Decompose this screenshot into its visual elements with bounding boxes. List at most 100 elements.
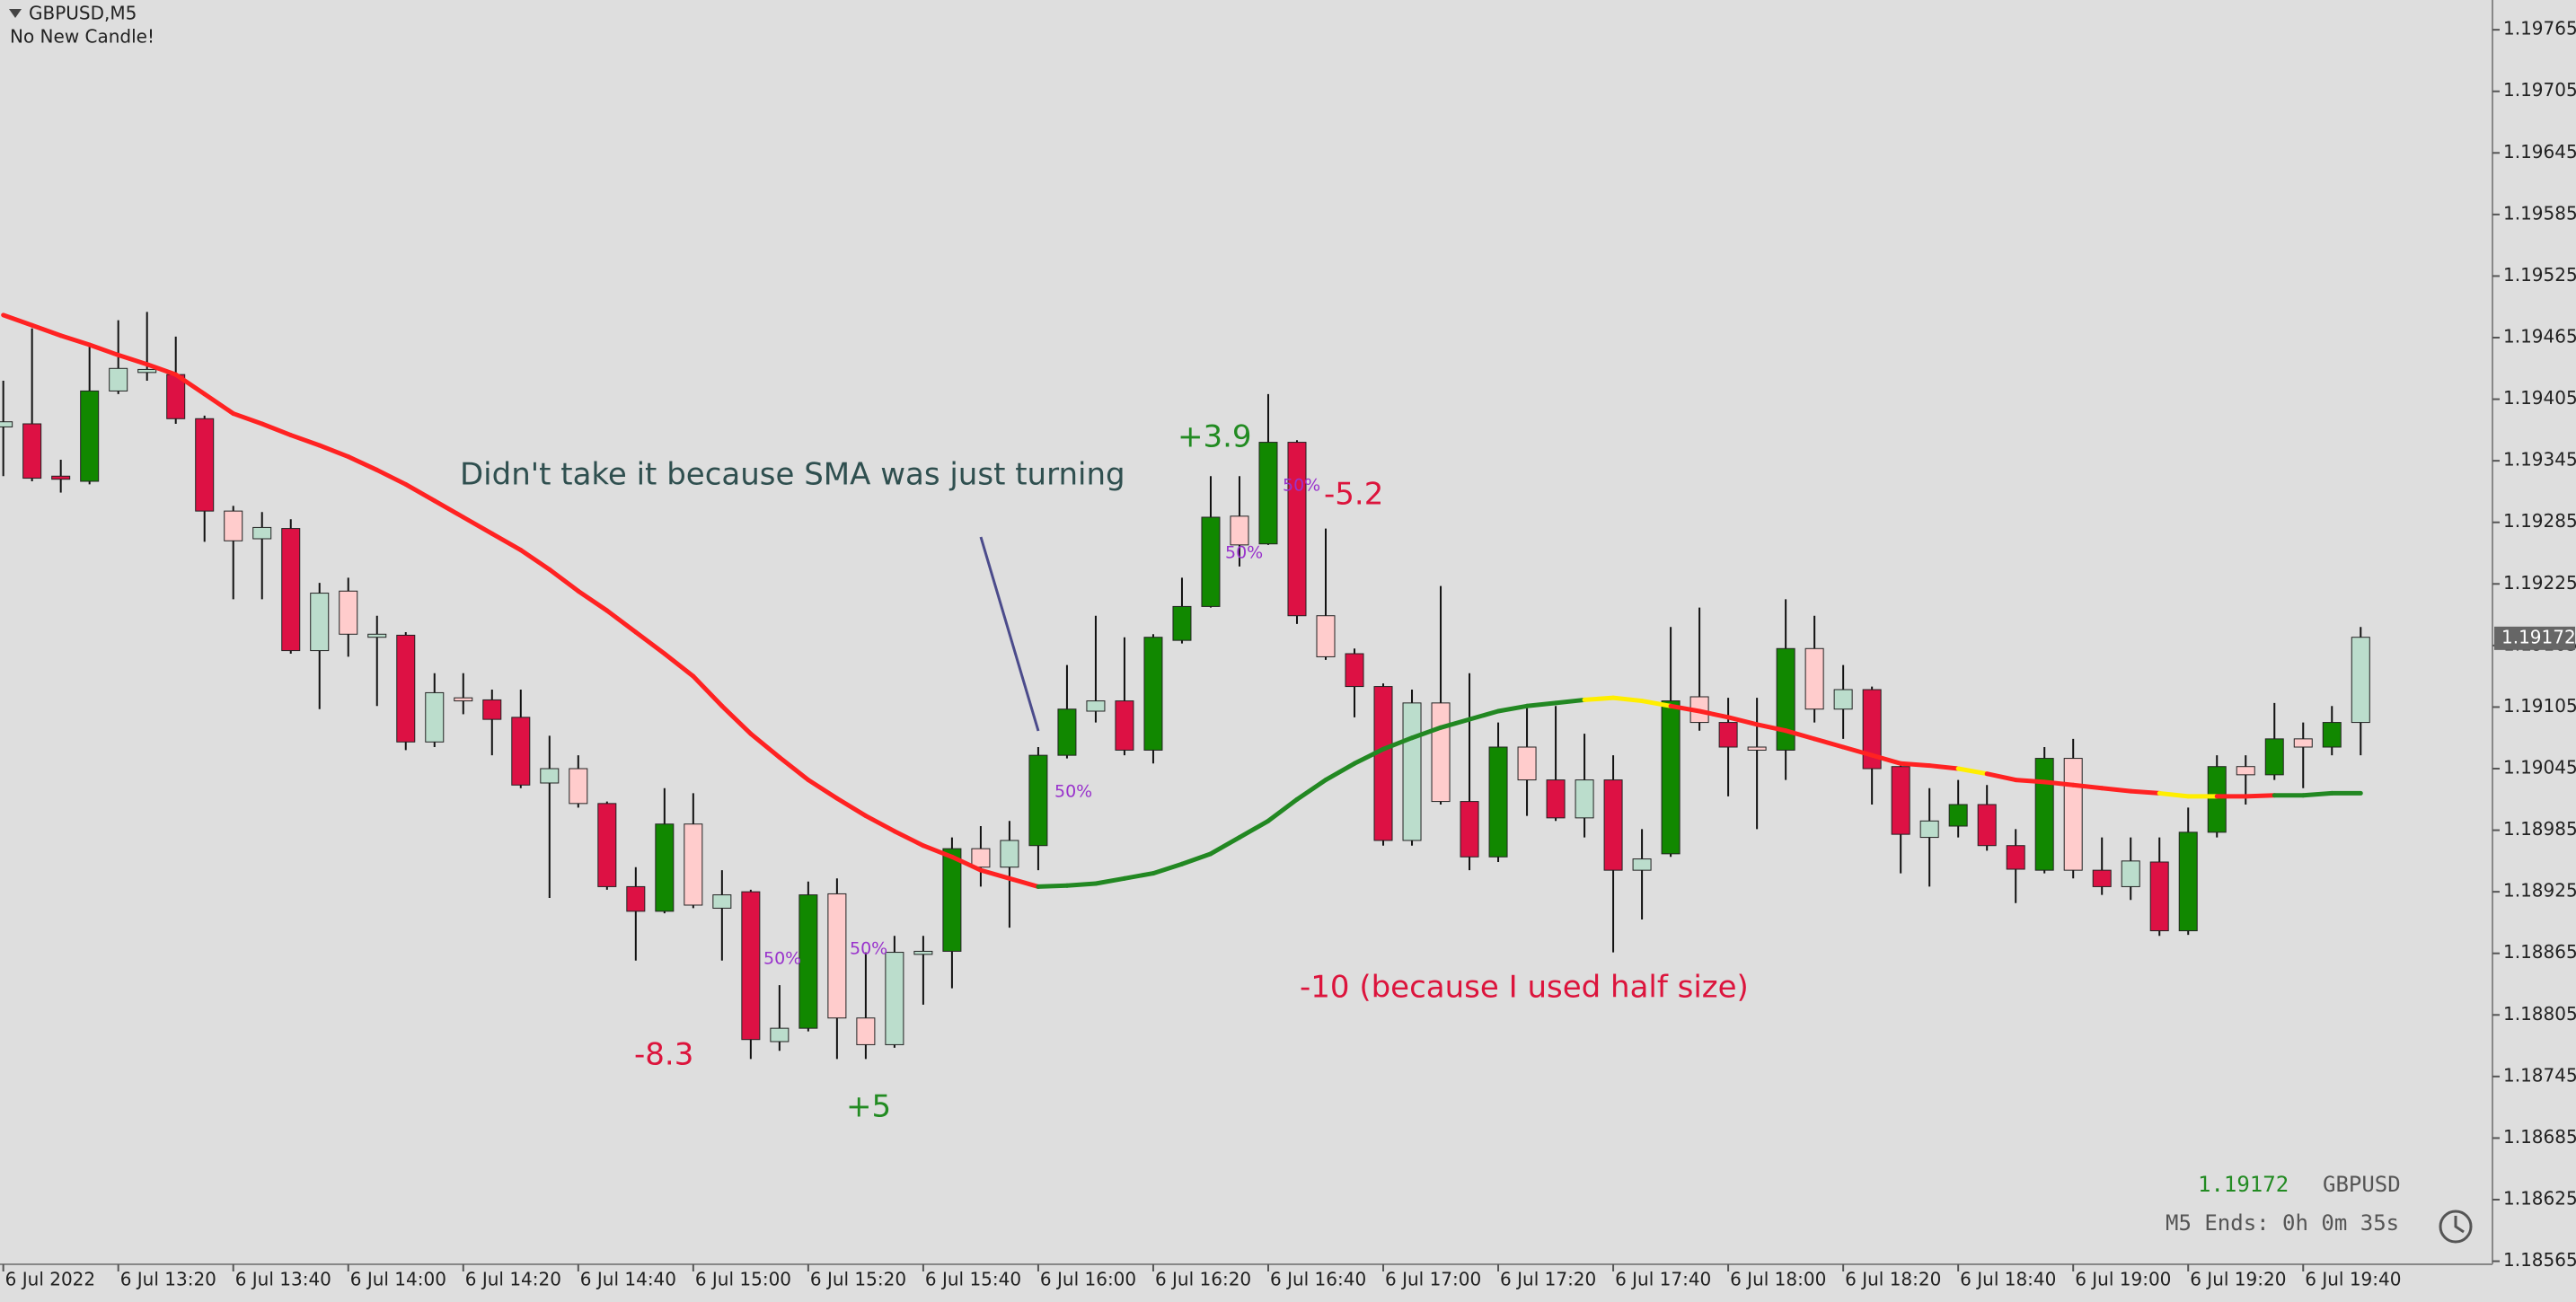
candle-body — [885, 952, 904, 1045]
sma-segment — [1007, 875, 1041, 889]
sma-segment — [2099, 786, 2133, 794]
x-tick-label: 6 Jul 2022 — [5, 1269, 95, 1290]
x-tick-label: 6 Jul 13:20 — [120, 1269, 216, 1290]
x-tick-label: 6 Jul 14:40 — [580, 1269, 676, 1290]
y-tick-label: 1.18565 — [2503, 1249, 2576, 1271]
x-tick-label: 6 Jul 17:20 — [1500, 1269, 1596, 1290]
sma-segment — [58, 333, 93, 347]
candle-body — [1833, 689, 1853, 710]
candle-body — [626, 885, 646, 912]
sma-segment — [892, 829, 926, 849]
countdown: M5 Ends: 0h 0m 35s — [2166, 1210, 2399, 1236]
candle-body — [310, 593, 330, 652]
y-tick-label: 1.18925 — [2503, 880, 2576, 902]
y-tick-label: 1.19705 — [2503, 79, 2576, 101]
sma-segment — [863, 814, 897, 834]
sma-segment — [1524, 700, 1558, 708]
trade-label: 50% — [1283, 476, 1320, 496]
candle-body — [1862, 689, 1882, 770]
sma-segment — [719, 703, 754, 736]
sma-segment — [1381, 735, 1415, 752]
y-tick-label: 1.18805 — [2503, 1003, 2576, 1025]
sma-segment — [1754, 722, 1788, 734]
sma-segment — [2300, 790, 2334, 798]
candle-body — [827, 893, 847, 1019]
candle-body — [1460, 801, 1479, 858]
candle-body — [454, 697, 473, 702]
sma-segment — [1610, 695, 1645, 704]
x-tick-label: 6 Jul 16:40 — [1270, 1269, 1366, 1290]
sma-segment — [2042, 779, 2076, 787]
candle-body — [1804, 647, 1824, 710]
candle-body — [2236, 766, 2255, 776]
sma-segment — [1725, 715, 1760, 727]
candle-body — [2092, 869, 2112, 887]
candle-body — [2121, 860, 2140, 887]
sma-segment — [1495, 703, 1530, 714]
sma-segment — [1409, 725, 1443, 741]
candle-body — [655, 823, 675, 912]
trade-label: 50% — [850, 939, 887, 959]
sma-segment — [1064, 881, 1098, 888]
sma-segment — [921, 843, 955, 859]
annotation: -10 (because I used half size) — [1300, 970, 1749, 1006]
last-price-tag — [2494, 626, 2575, 650]
y-tick-label: 1.19765 — [2503, 18, 2576, 40]
x-tick-label: 6 Jul 18:40 — [1960, 1269, 2056, 1290]
annotation-arrow — [979, 536, 1040, 732]
sma-segment — [576, 588, 610, 613]
sma-segment — [202, 391, 236, 417]
candle-body — [51, 475, 71, 480]
candle-body — [1747, 746, 1767, 751]
candle-body — [569, 768, 588, 805]
y-tick-label: 1.19585 — [2503, 202, 2576, 224]
candle-body — [1718, 722, 1738, 748]
clock-face — [2439, 1210, 2473, 1244]
x-tick-label: 6 Jul 15:40 — [925, 1269, 1021, 1290]
sma-segment — [1266, 796, 1300, 823]
sma-segment — [748, 731, 782, 760]
candle-body — [1201, 516, 1221, 607]
candle-body — [2207, 766, 2227, 833]
sma-segment — [518, 548, 552, 572]
x-tick-label: 6 Jul 17:00 — [1385, 1269, 1481, 1290]
sma-segment — [777, 754, 811, 783]
sma-segment — [1438, 717, 1472, 730]
sma-segment — [1553, 697, 1587, 706]
sma-segment — [1927, 763, 1961, 771]
x-tick-label: 6 Jul 15:20 — [810, 1269, 906, 1290]
candle-body — [109, 367, 128, 391]
candle-body — [1948, 804, 1968, 827]
sma-segment — [30, 322, 64, 339]
sma-segment — [1783, 728, 1817, 742]
candle-body — [1143, 637, 1163, 751]
y-tick-label: 1.19045 — [2503, 757, 2576, 779]
collapse-icon — [9, 9, 22, 18]
clock-icon — [2439, 1210, 2473, 1244]
candle-body — [511, 717, 531, 786]
candle-body — [1575, 779, 1594, 819]
sma-segment — [2157, 790, 2191, 799]
sma-segment — [1036, 883, 1070, 889]
candle-body — [1172, 605, 1192, 641]
candle-body — [0, 421, 13, 427]
sma-segment — [834, 796, 869, 819]
candle-body — [798, 894, 818, 1029]
candle-body — [195, 418, 215, 512]
sma-segment — [1869, 752, 1903, 766]
annotation: Didn't take it because SMA was just turn… — [460, 457, 1125, 493]
y-tick-label: 1.18865 — [2503, 941, 2576, 963]
candle-body — [137, 368, 157, 374]
y-tick-label: 1.18685 — [2503, 1126, 2576, 1148]
sma-segment — [1352, 746, 1386, 766]
sma-segment — [1122, 871, 1156, 881]
candle-body — [1316, 615, 1336, 657]
sma-segment — [2013, 778, 2047, 785]
candle-body — [2264, 738, 2284, 776]
candle-body — [1287, 442, 1307, 617]
sma-segment — [1, 312, 35, 328]
trade-label: 50% — [1054, 782, 1092, 802]
candle-body — [425, 691, 445, 743]
